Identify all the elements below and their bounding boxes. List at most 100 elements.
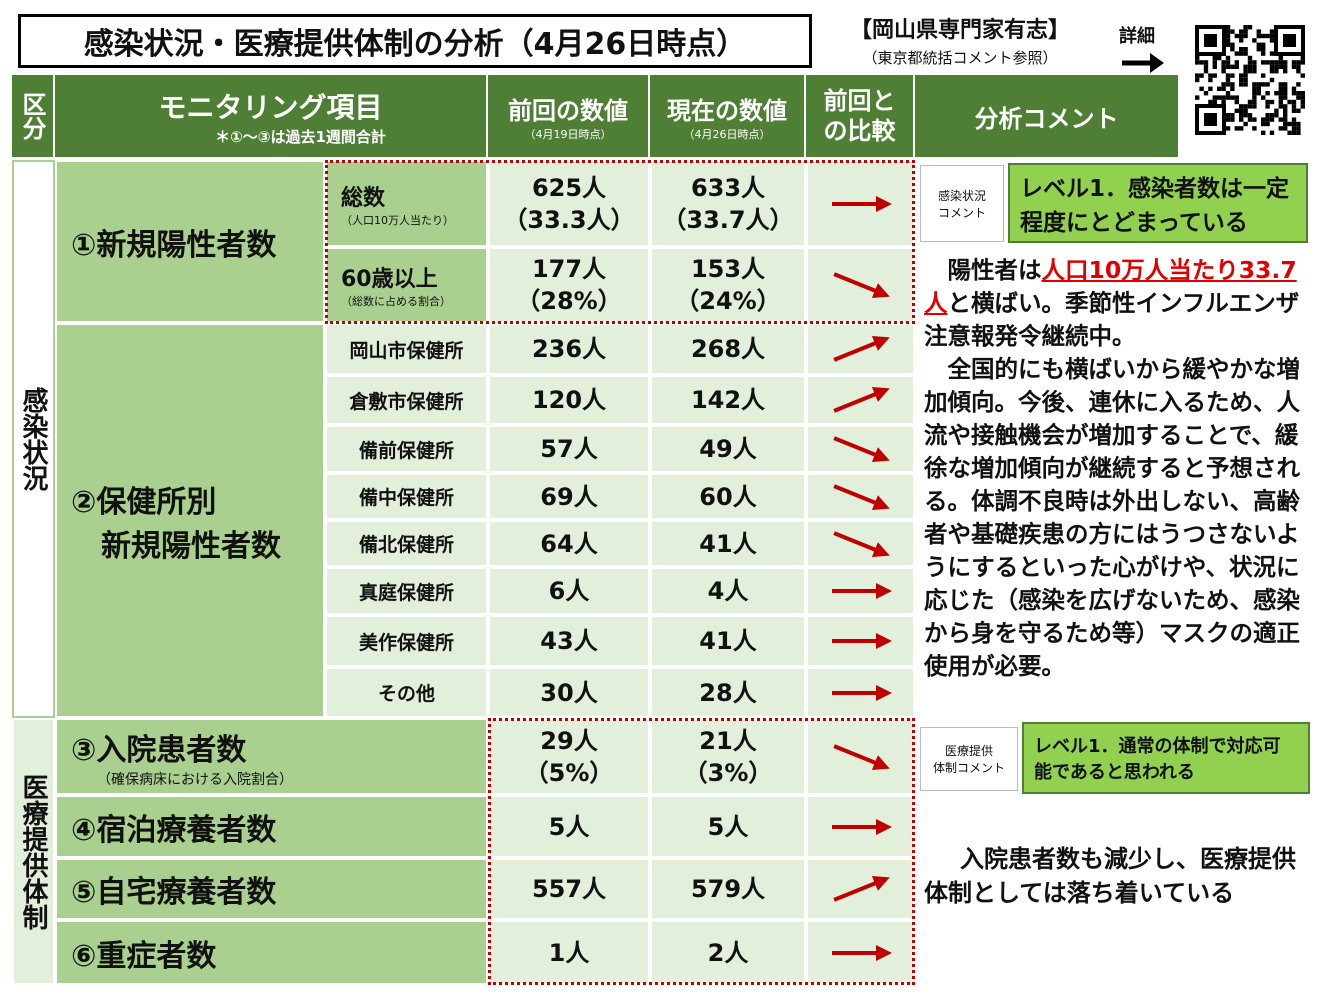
date-note: （4月26日時点） [683,127,771,141]
value-cell: 153人 （24%） [650,247,806,323]
row-label-text: その他 [377,683,435,705]
comment-body: 入院患者数も減少し、医療提供体制としては落ち着いている [918,838,1310,985]
row-label-text: ⑥重症者数 [71,938,217,974]
row-label: 備中保健所 [325,473,488,520]
value-cell: 43人 [488,615,650,667]
value-cell: 2人 [650,920,806,985]
trend-arrow [806,473,915,520]
value: 29人 [540,726,598,755]
row-label: 備北保健所 [325,520,488,567]
value-cell: 557人 [488,858,650,920]
value: 41人 [699,627,757,655]
row-label-text: 美作保健所 [358,631,454,654]
row-label-text: 備北保健所 [358,534,454,556]
value: 49人 [699,435,757,463]
value-cell: 142人 [650,375,806,425]
row-label: その他 [325,667,488,718]
trend-arrow [806,520,915,567]
trend-arrow [806,425,915,473]
column-header: 前回との比較 [806,75,915,157]
value-cell: 60人 [650,473,806,520]
value-cell: 1人 [488,920,650,985]
column-header-text: 現在の数値 [667,96,787,125]
row-label-text: 真庭保健所 [358,581,454,604]
row-label: 美作保健所 [325,615,488,667]
value-cell: 6人 [488,567,650,615]
trend-arrow [806,920,915,985]
value: 43人 [540,627,598,655]
row-label: 備前保健所 [325,425,488,473]
column-header: 前回の数値 （4月19日時点） [488,75,650,157]
value-cell: 236人 [488,323,650,375]
row-note: （人口10万人当たり） [341,213,454,227]
items-note: ＊①～③は過去1週間合計 [215,127,386,146]
comment-tag-text: 体制コメント [932,761,1005,775]
row-label: 真庭保健所 [325,567,488,615]
value: 633人 [690,173,766,202]
row-label: ④宿泊療養者数 [55,795,488,858]
comment-tag-text: 感染状況 [937,188,986,203]
value: 57人 [540,435,598,463]
value-sub: （24%） [675,287,781,315]
arrow-icon [832,386,890,413]
arrow-icon [832,272,890,299]
value: 5人 [548,812,590,841]
level-text: レベル1．通常の体制で対応可能であると思われる [1034,736,1281,783]
row-label-text: 倉敷市保健所 [349,390,464,413]
row-label: ⑤自宅療養者数 [55,858,488,920]
group-text: ①新規陽性者数 [71,227,277,263]
value: 268人 [690,335,766,363]
level-box: レベル1．通常の体制で対応可能であると思われる [1022,722,1310,794]
row-label-text: ⑤自宅療養者数 [71,875,277,910]
value-sub: （5%） [524,758,614,787]
group-text: 新規陽性者数 [101,528,281,564]
row-label-text: 備前保健所 [358,439,454,462]
arrow-icon [831,944,892,961]
comment-body: 陽性者は人口10万人当たり33.7人と横ばい。季節性インフルエンザ注意報発令継続… [918,250,1310,716]
comment-text: 入院患者数も減少し、医療提供体制としては落ち着いている [924,845,1296,907]
date-note: （4月19日時点） [524,127,612,141]
arrow-icon [831,818,892,835]
value-cell: 4人 [650,567,806,615]
arrow-icon [832,875,890,902]
title: 感染状況・医療提供体制の分析（4月26日時点） [83,27,747,62]
value: 177人 [531,255,607,283]
comment-tag-text: コメント [937,205,986,220]
column-header: 分析コメント [915,75,1180,157]
trend-arrow [806,567,915,615]
column-header: 現在の数値 （4月26日時点） [650,75,806,157]
arrow-icon [832,436,890,463]
value: 69人 [540,482,598,511]
value: 4人 [707,577,749,605]
value-sub: （33.3人） [503,205,635,234]
trend-arrow [806,667,915,718]
comment-tag-text: 医療提供 [944,744,993,758]
arrow-icon [832,530,890,557]
value: 41人 [699,529,757,558]
column-header: モニタリング項目 ＊①～③は過去1週間合計 [55,75,488,157]
value: 28人 [699,678,757,707]
group-label: ①新規陽性者数 [55,160,325,323]
trend-arrow [806,795,915,858]
value-cell: 625人 （33.3人） [488,160,650,247]
paragraph: 陽性者は人口10万人当たり33.7人と横ばい。季節性インフルエンザ注意報発令継続… [924,254,1304,353]
value-cell: 41人 [650,520,806,567]
trend-arrow [806,858,915,920]
value: 5人 [707,812,749,841]
value-sub: （33.7人） [662,205,794,234]
trend-arrow [806,323,915,375]
value: 120人 [531,386,607,414]
section-label: 感染状況 [12,160,55,718]
value-cell: 30人 [488,667,650,718]
value-cell: 120人 [488,375,650,425]
source: 【岡山県専門家有志】 [849,18,1070,43]
row-label-text: ④宿泊療養者数 [71,812,277,848]
detail-label: 詳細 [1119,26,1155,47]
row-label-text: 岡山市保健所 [349,339,464,362]
value-cell: 579人 [650,858,806,920]
trend-arrow [806,375,915,425]
arrow-icon [831,633,892,649]
row-label: ⑥重症者数 [55,920,488,985]
column-header: 区分 [12,75,55,157]
value: 64人 [540,529,598,558]
